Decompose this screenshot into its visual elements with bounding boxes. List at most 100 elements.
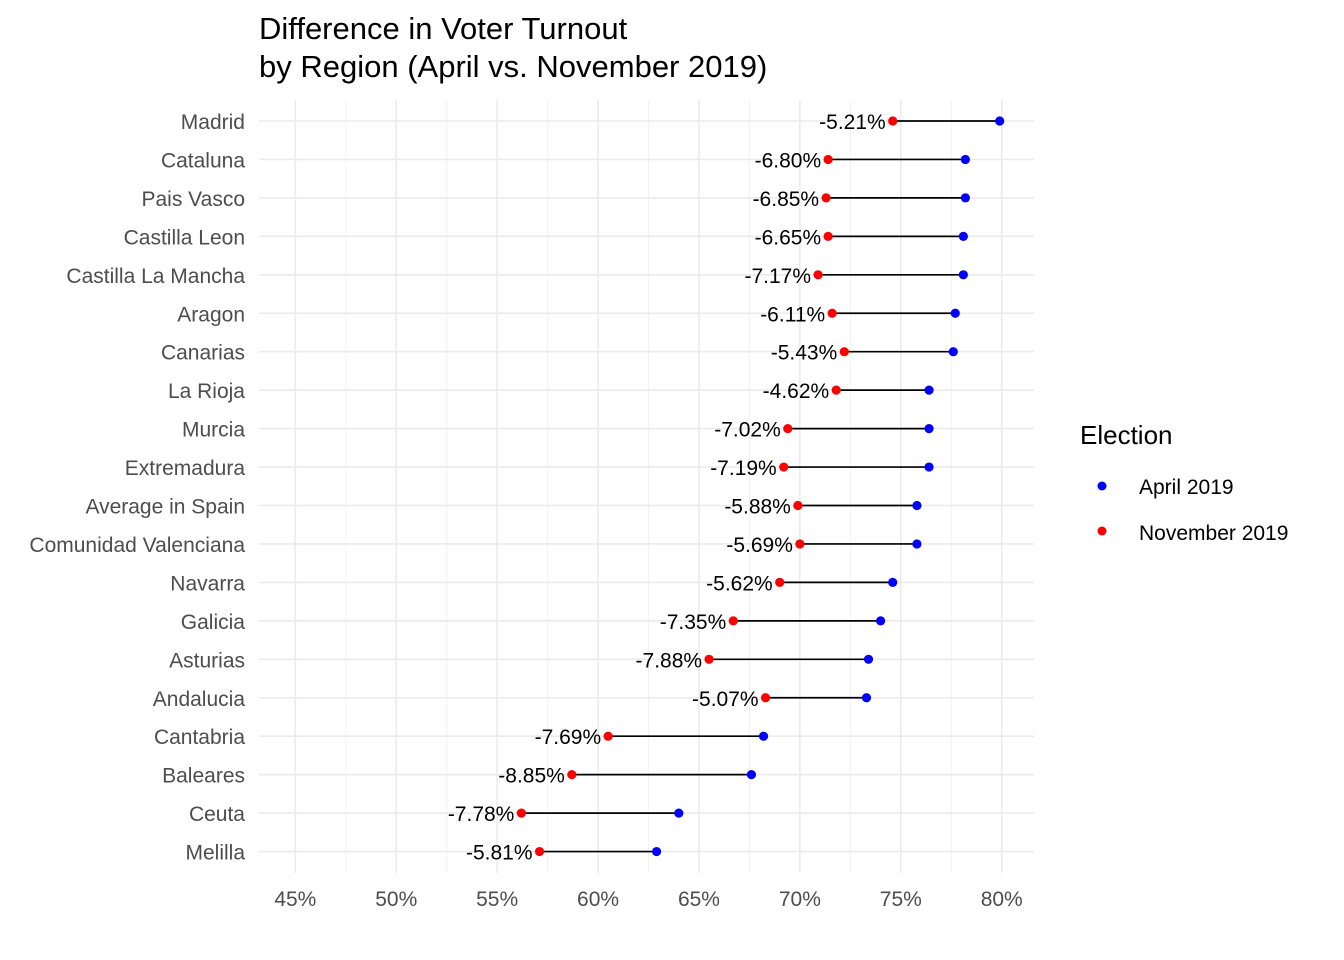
point-april [960, 154, 970, 165]
difference-label: -5.62% [706, 572, 773, 595]
point-november [760, 693, 771, 703]
x-tick-label: 55% [476, 888, 518, 911]
legend-label-april: April 2019 [1139, 476, 1234, 499]
point-november [821, 193, 831, 203]
y-tick-label: Aragon [177, 303, 245, 326]
y-tick-label: Castilla Leon [124, 226, 245, 249]
difference-label: -6.80% [755, 149, 822, 172]
y-tick-label: Extremadura [125, 457, 246, 480]
difference-label: -5.69% [726, 534, 793, 557]
point-november [775, 577, 785, 588]
point-april [924, 424, 934, 434]
grid-lines [259, 100, 1034, 873]
difference-labels: -5.21% -6.80% -6.85% -6.65% -7.17% -6.11% -5.4… [448, 111, 886, 865]
legend: Election April 2019 November 2019 [1080, 420, 1288, 545]
y-tick-label: Asturias [169, 649, 245, 672]
point-november [567, 770, 577, 780]
point-april [912, 539, 922, 549]
x-tick-label: 45% [274, 888, 316, 911]
point-april [958, 231, 968, 241]
point-april [758, 731, 769, 741]
point-november [823, 154, 833, 165]
point-april [950, 308, 960, 318]
chart-title-line-2: by Region (April vs. November 2019) [259, 49, 768, 84]
y-tick-label: Comunidad Valenciana [29, 534, 245, 557]
point-november [823, 231, 833, 241]
y-tick-label: Galicia [181, 611, 246, 634]
point-april [995, 116, 1005, 126]
point-april [863, 654, 874, 664]
y-tick-label: Castilla La Mancha [66, 265, 245, 288]
y-tick-label: Baleares [162, 765, 245, 788]
point-november [728, 616, 738, 626]
difference-label: -7.19% [710, 457, 777, 480]
point-april [912, 500, 922, 511]
point-november [793, 500, 803, 511]
point-november [795, 539, 805, 549]
data-points [516, 116, 1005, 857]
difference-label: -7.88% [636, 649, 703, 672]
y-tick-label: Madrid [181, 111, 245, 134]
point-april [888, 577, 898, 588]
x-axis-labels: 45% 50% 55% 60% 65% 70% 75% 80% [274, 888, 1022, 911]
point-november [783, 424, 793, 434]
y-tick-label: Pais Vasco [142, 188, 246, 211]
difference-label: -6.11% [760, 303, 825, 326]
point-november [516, 808, 526, 818]
difference-label: -7.69% [535, 726, 602, 749]
x-tick-label: 70% [779, 888, 821, 911]
legend-title: Election [1080, 420, 1173, 450]
point-april [958, 270, 968, 280]
point-november [704, 654, 714, 664]
x-tick-label: 80% [981, 888, 1023, 911]
point-april [746, 770, 757, 780]
difference-label: -6.65% [755, 226, 822, 249]
point-november [534, 846, 545, 857]
difference-label: -7.78% [448, 803, 515, 826]
difference-label: -5.88% [724, 496, 791, 519]
point-november [779, 462, 789, 472]
y-axis-labels: Madrid Cataluna Pais Vasco Castilla Leon Cas… [29, 111, 245, 865]
difference-label: -5.81% [466, 842, 533, 865]
difference-label: -8.85% [498, 765, 565, 788]
point-november [839, 347, 849, 357]
point-november [888, 116, 898, 126]
chart-title: Difference in Voter Turnout by Region (A… [259, 10, 767, 86]
difference-label: -5.21% [819, 111, 886, 134]
point-november [603, 731, 613, 741]
difference-label: -7.17% [745, 265, 812, 288]
legend-label-november: November 2019 [1139, 522, 1288, 545]
legend-marker-november [1097, 526, 1107, 536]
x-tick-label: 60% [577, 888, 619, 911]
point-april [960, 193, 970, 203]
y-tick-label: Melilla [185, 842, 245, 865]
difference-label: -6.85% [753, 188, 820, 211]
y-tick-label: La Rioja [168, 380, 245, 403]
difference-label: -5.07% [692, 688, 759, 711]
y-tick-label: Navarra [170, 572, 245, 595]
y-tick-label: Murcia [182, 419, 245, 442]
legend-marker-april [1097, 481, 1107, 491]
point-november [813, 270, 823, 280]
point-april [674, 808, 684, 818]
point-november [827, 308, 837, 318]
difference-label: -7.35% [660, 611, 727, 634]
difference-label: -5.43% [771, 342, 838, 365]
point-april [876, 616, 886, 626]
point-april [948, 347, 958, 357]
chart-title-line-1: Difference in Voter Turnout [259, 11, 628, 46]
point-april [924, 462, 934, 472]
point-april [924, 385, 934, 395]
difference-label: -7.02% [714, 419, 781, 442]
difference-label: -4.62% [763, 380, 830, 403]
y-tick-label: Canarias [161, 342, 245, 365]
y-tick-label: Andalucia [153, 688, 246, 711]
y-tick-label: Ceuta [189, 803, 245, 826]
point-april [861, 693, 872, 703]
point-april [651, 846, 662, 857]
y-tick-label: Cataluna [161, 149, 245, 172]
point-november [831, 385, 841, 395]
y-tick-label: Average in Spain [85, 496, 245, 519]
dumbbell-segments [521, 120, 1000, 853]
